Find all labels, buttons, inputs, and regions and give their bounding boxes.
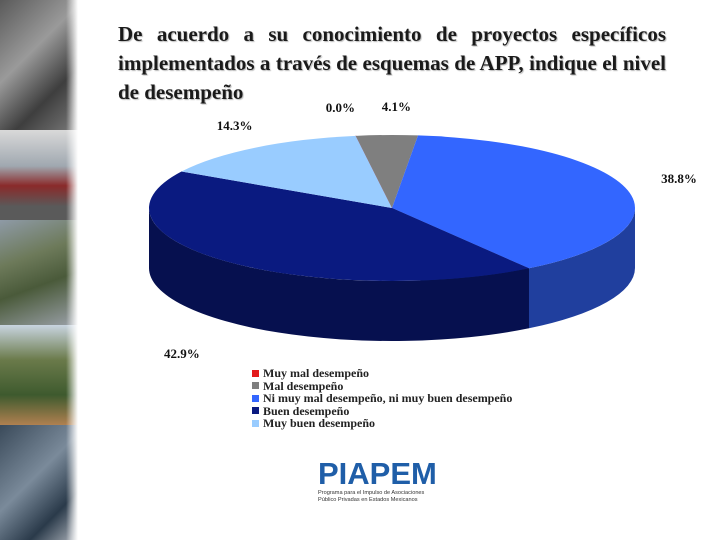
bus-station-photo — [0, 130, 78, 220]
slide-title: De acuerdo a su conocimiento de proyecto… — [118, 22, 666, 104]
piapem-logo: PIAPEM Programa para el Impulso de Asoci… — [318, 456, 437, 504]
pie-side-3-0 — [149, 208, 529, 341]
legend-label: Muy buen desempeño — [263, 416, 376, 430]
pie-slice-1 — [355, 135, 419, 208]
logo-subtitle-line1: Programa para el Impulso de Asociaciones — [318, 490, 425, 496]
legend-swatch — [252, 382, 259, 390]
legend-label: Mal desempeño — [263, 378, 344, 393]
pie-label-3: 42.9% — [164, 346, 200, 361]
pie-slice-2 — [392, 135, 635, 269]
legend-swatch — [252, 419, 259, 427]
pie-slice-4 — [181, 135, 392, 208]
landscape-photo — [0, 325, 78, 425]
pie-label-1: 4.1% — [382, 99, 411, 114]
legend-swatch — [252, 407, 259, 415]
legend-label: Buen desempeño — [263, 403, 350, 418]
pie-label-0: 0.0% — [326, 100, 355, 115]
legend-item: Mal desempeño — [252, 378, 512, 393]
glass-building-photo — [0, 425, 78, 540]
legend-swatch — [252, 394, 259, 402]
legend-item: Muy mal desempeño — [252, 367, 512, 380]
legend-item: Ni muy mal desempeño, ni muy buen desemp… — [252, 392, 512, 405]
pie-label-4: 14.3% — [217, 118, 253, 133]
pie-label-2: 38.8% — [661, 171, 697, 186]
highway-photo — [0, 220, 78, 325]
chart-legend: Muy mal desempeño Mal desempeño Ni muy mal… — [252, 367, 512, 430]
legend-item: Buen desempeño — [252, 403, 512, 418]
legend-label: Muy mal desempeño — [263, 366, 369, 380]
pie-side-2-0 — [528, 208, 635, 329]
building-photo — [0, 0, 78, 130]
legend-label: Ni muy mal desempeño, ni muy buen desemp… — [263, 391, 513, 405]
pie-slice-3 — [149, 171, 529, 281]
logo-wordmark: PIAPEM — [318, 456, 437, 491]
legend-item: Muy buen desempeño — [252, 417, 512, 430]
legend-swatch — [252, 369, 259, 377]
logo-subtitle-line2: Público Privadas en Estados Mexicanos — [318, 497, 418, 503]
photo-fade — [66, 0, 78, 540]
pie-value-labels: 0.0% 4.1% 38.8% 42.9% 14.3% — [164, 99, 697, 361]
pie-tops — [149, 135, 635, 281]
photo-collage-strip — [0, 0, 78, 540]
